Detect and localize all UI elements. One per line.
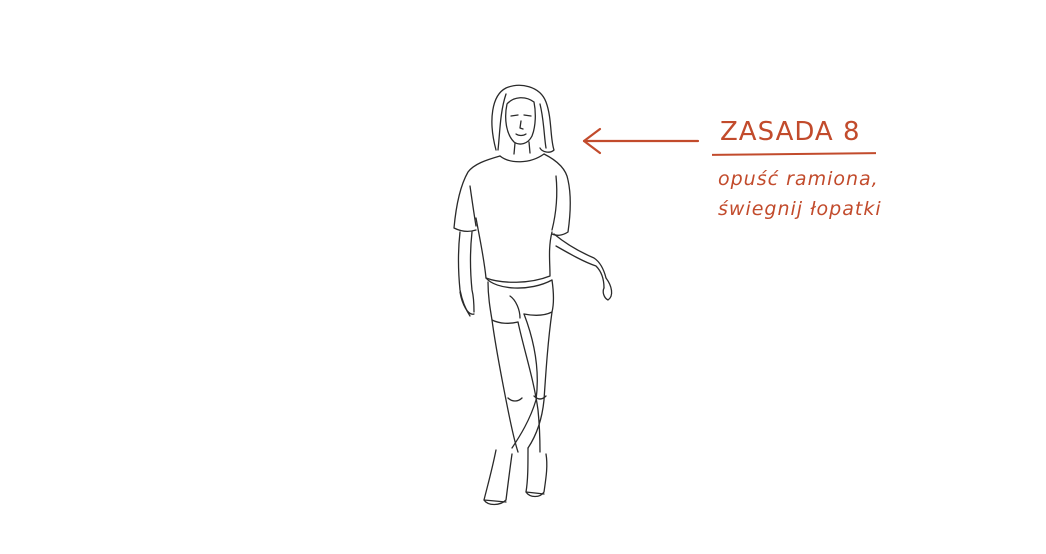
- rule-instruction-line-1: opuść ramiona,: [718, 168, 879, 190]
- rule-instruction-line-2: świegnij łopatki: [718, 198, 882, 220]
- arrow-left-icon: [582, 127, 700, 155]
- rule-title: ZASADA 8: [720, 117, 861, 147]
